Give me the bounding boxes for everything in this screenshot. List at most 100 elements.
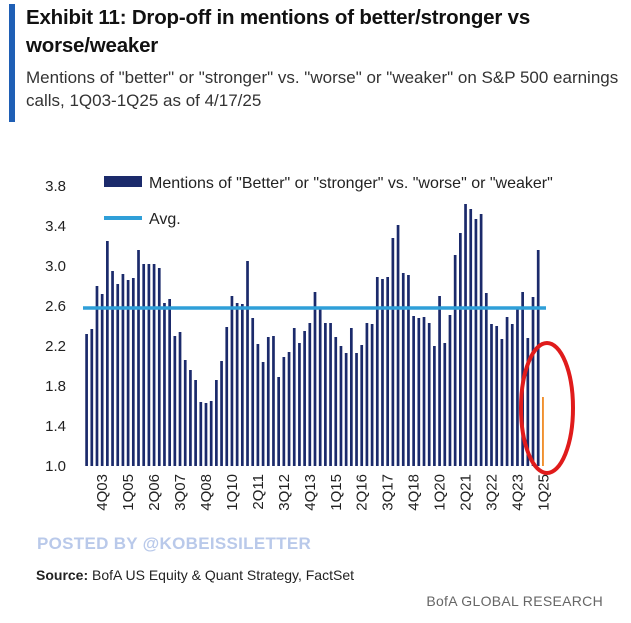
bar [240, 304, 244, 466]
bar [308, 323, 312, 466]
bar [199, 402, 203, 466]
highlight-circle [519, 341, 575, 475]
bar [183, 360, 187, 466]
bar [204, 403, 208, 466]
title-accent-bar [9, 4, 15, 122]
y-tick-label: 1.8 [45, 378, 66, 395]
bar [386, 277, 390, 466]
bar [131, 278, 135, 466]
bar [298, 343, 301, 466]
bar [324, 323, 327, 466]
x-tick-label: 4Q18 [406, 474, 423, 511]
source-line: Source: BofA US Equity & Quant Strategy,… [36, 567, 354, 583]
bar [142, 264, 146, 466]
y-tick-label: 3.0 [45, 258, 66, 275]
bar [163, 303, 166, 466]
bar [459, 233, 462, 466]
bar [178, 332, 182, 466]
bar [256, 344, 260, 466]
chart-title: Exhibit 11: Drop-off in mentions of bett… [26, 6, 531, 57]
x-tick-label: 4Q03 [94, 474, 111, 511]
bar [106, 241, 109, 466]
y-tick-label: 1.4 [45, 418, 66, 435]
bar [100, 294, 104, 466]
y-tick-label: 1.0 [45, 458, 66, 475]
bar [495, 326, 499, 466]
bar [152, 264, 156, 466]
y-axis: 3.8 3.4 3.0 2.6 2.2 1.8 1.4 1.0 [45, 178, 66, 475]
x-tick-label: 4Q23 [509, 474, 526, 511]
watermark-text: POSTED BY @KOBEISSILETTER [37, 534, 312, 553]
bar [266, 337, 270, 466]
bar [391, 238, 395, 466]
bar [157, 268, 161, 466]
bar [344, 353, 348, 466]
legend-bar-swatch [104, 176, 142, 187]
bar [287, 352, 291, 466]
bar [121, 274, 125, 466]
bar [225, 327, 229, 466]
bar-chart: 3.8 3.4 3.0 2.6 2.2 1.8 1.4 1.0 4Q03 1Q05 2Q06 3Q0… [45, 175, 575, 511]
bar [126, 280, 130, 466]
x-tick-label: 1Q05 [120, 474, 137, 511]
bar [116, 284, 120, 466]
bar [111, 271, 114, 466]
x-tick-label: 3Q07 [172, 474, 189, 511]
bar [85, 334, 88, 466]
bar [490, 324, 493, 466]
bar [137, 250, 140, 466]
bar [147, 264, 151, 466]
bar [510, 324, 514, 466]
bar [313, 292, 317, 466]
x-tick-label: 2Q16 [354, 474, 371, 511]
bar [448, 315, 452, 466]
bar [396, 225, 400, 466]
bar [189, 370, 192, 466]
bar [536, 250, 540, 466]
x-tick-label: 1Q15 [328, 474, 345, 511]
bar [417, 318, 421, 466]
bar [349, 328, 353, 466]
bar [230, 296, 234, 466]
legend-avg-label: Avg. [149, 211, 181, 228]
bar [427, 323, 431, 466]
bar [484, 293, 488, 466]
bar [277, 377, 281, 466]
x-tick-label: 1Q20 [432, 474, 449, 511]
bar [173, 336, 177, 466]
bar [407, 275, 410, 466]
bar [516, 308, 519, 466]
bar [370, 324, 374, 466]
bars-series [85, 204, 544, 466]
x-tick-label: 3Q12 [276, 474, 293, 511]
bar [282, 357, 286, 466]
x-tick-label: 3Q17 [380, 474, 397, 511]
bar [334, 337, 338, 466]
bar [443, 343, 447, 466]
bar [215, 380, 218, 466]
bar [355, 353, 358, 466]
bar [381, 279, 384, 466]
x-tick-label: 2Q06 [146, 474, 163, 511]
bar [318, 308, 322, 466]
x-tick-label: 3Q22 [484, 474, 501, 511]
source-label: Source: [36, 567, 89, 583]
bar [168, 299, 171, 466]
y-tick-label: 2.2 [45, 338, 66, 355]
chart-subtitle: Mentions of "better" or "stronger" vs. "… [26, 68, 619, 110]
bar [194, 380, 197, 466]
bar [329, 323, 332, 466]
legend: Mentions of "Better" or "stronger" vs. "… [104, 175, 553, 228]
bar [272, 336, 275, 466]
x-tick-label: 4Q08 [198, 474, 215, 511]
bar [505, 317, 509, 466]
bar [251, 318, 255, 466]
bar [339, 346, 343, 466]
x-tick-label: 1Q25 [535, 474, 552, 511]
bar [479, 214, 483, 466]
bar [531, 297, 535, 466]
bar [438, 296, 441, 466]
x-tick-label: 4Q13 [302, 474, 319, 511]
bar [246, 261, 249, 466]
bar [90, 329, 94, 466]
